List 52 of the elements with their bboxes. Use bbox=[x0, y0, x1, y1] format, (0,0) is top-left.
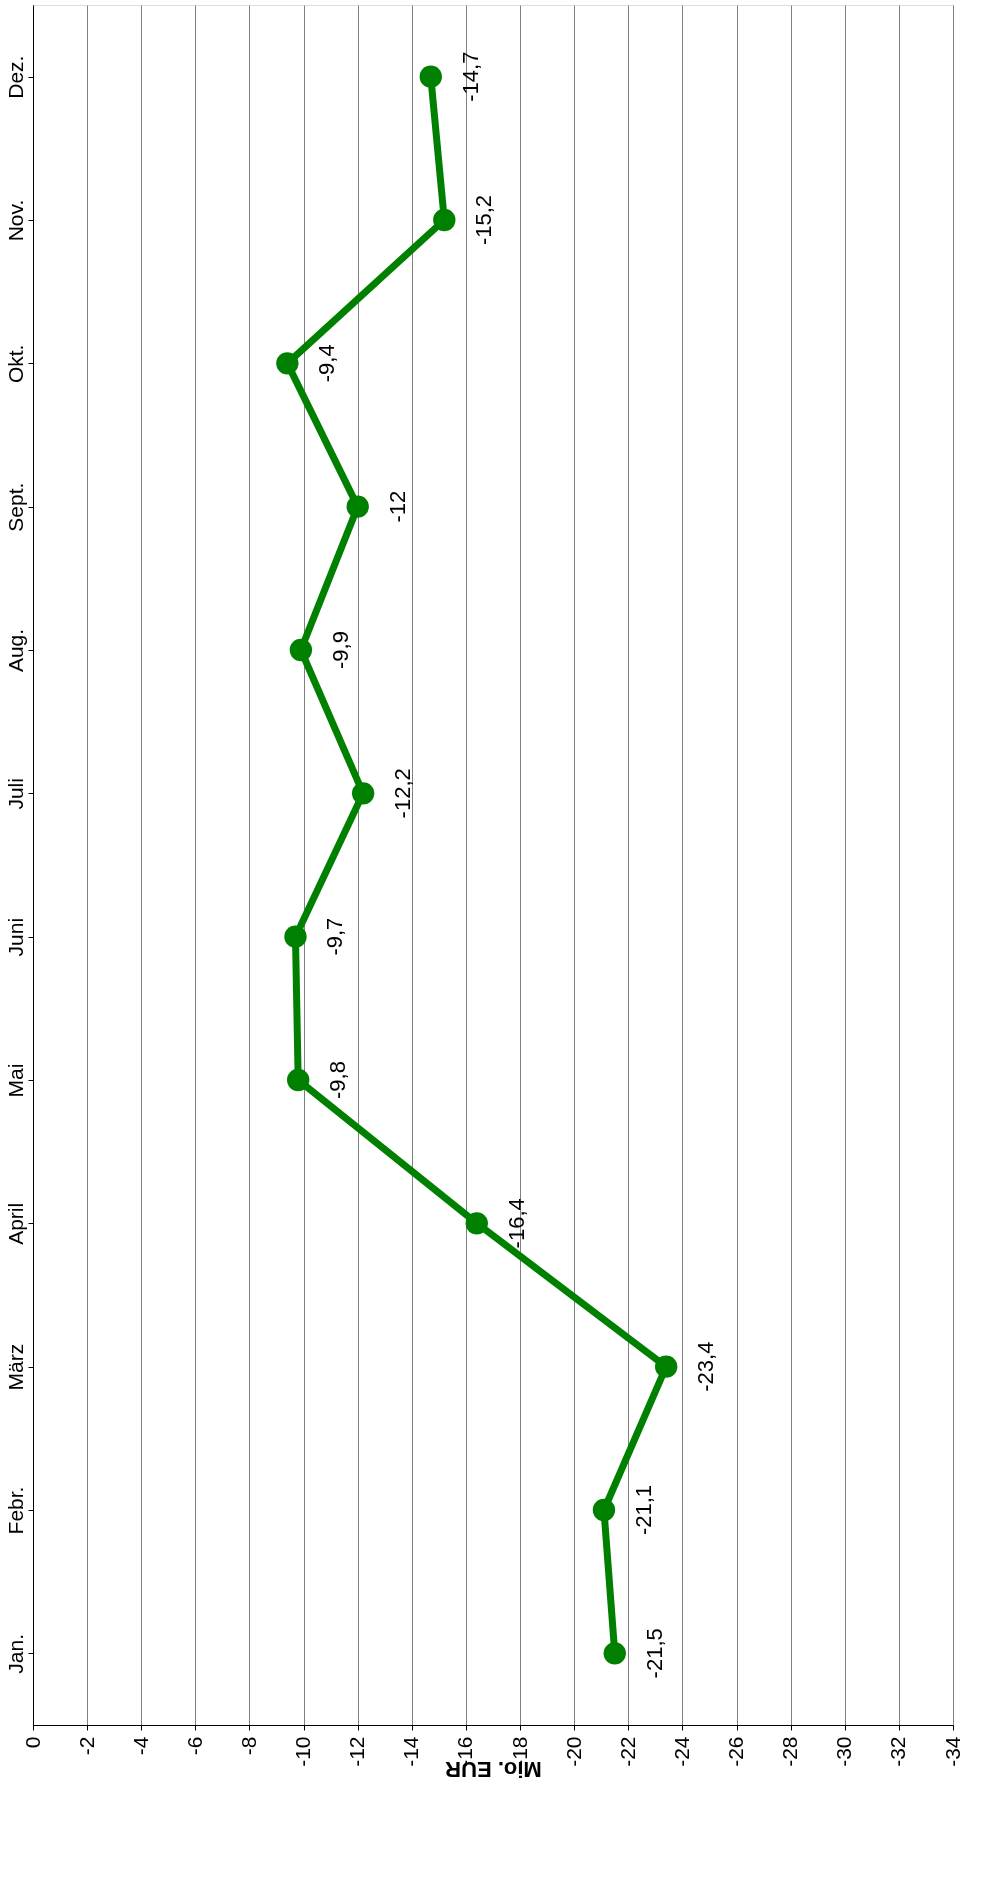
y-tick-label: Juli bbox=[3, 778, 27, 810]
x-tick-label: -32 bbox=[886, 1736, 910, 1767]
data-label: -12 bbox=[384, 490, 410, 523]
x-tick-label: -8 bbox=[236, 1736, 260, 1756]
point bbox=[276, 352, 299, 375]
data-label: -9,8 bbox=[325, 1061, 351, 1099]
point bbox=[284, 925, 307, 948]
data-label: -9,7 bbox=[322, 917, 348, 956]
point bbox=[465, 1212, 488, 1235]
point bbox=[351, 782, 375, 805]
data-label: -16,4 bbox=[503, 1198, 529, 1249]
y-tick-label: Febr. bbox=[3, 1486, 27, 1535]
x-tick-label: -20 bbox=[561, 1736, 585, 1767]
point bbox=[433, 208, 456, 232]
point bbox=[289, 638, 313, 662]
y-tick-label: Aug. bbox=[3, 628, 27, 673]
x-tick-label: -34 bbox=[940, 1736, 964, 1767]
x-tick-label: -10 bbox=[291, 1736, 315, 1767]
data-label: -15,2 bbox=[471, 194, 497, 246]
y-tick-label: Okt. bbox=[3, 344, 27, 384]
x-tick-label: -24 bbox=[669, 1736, 693, 1767]
y-tick-label: Dez. bbox=[3, 55, 27, 99]
y-tick-label: April bbox=[3, 1202, 27, 1245]
y-tick-label: Mai bbox=[3, 1063, 27, 1098]
x-tick-label: -14 bbox=[399, 1736, 423, 1767]
point bbox=[603, 1642, 626, 1665]
x-tick-label: -6 bbox=[182, 1736, 206, 1756]
point bbox=[419, 65, 442, 88]
point bbox=[592, 1498, 616, 1522]
data-label: -14,7 bbox=[457, 51, 483, 102]
x-tick-label: -12 bbox=[345, 1736, 369, 1767]
y-tick-label: Jan. bbox=[3, 1633, 27, 1674]
y-tick-label: Nov. bbox=[3, 199, 27, 242]
data-label: -21,1 bbox=[630, 1484, 656, 1536]
x-tick-label: -2 bbox=[74, 1736, 98, 1756]
x-tick-label: -4 bbox=[128, 1736, 152, 1756]
x-tick-label: 0 bbox=[20, 1736, 44, 1749]
point bbox=[655, 1355, 678, 1378]
data-label: -21,5 bbox=[641, 1628, 667, 1679]
point bbox=[346, 495, 369, 518]
data-label: -9,4 bbox=[314, 344, 340, 383]
x-tick-label: -26 bbox=[724, 1736, 748, 1767]
x-tick-label: -28 bbox=[778, 1736, 802, 1767]
y-tick-label: März bbox=[3, 1343, 27, 1391]
data-label: -9,9 bbox=[327, 631, 353, 669]
data-label: -23,4 bbox=[693, 1341, 719, 1392]
x-tick-label: -30 bbox=[832, 1736, 856, 1767]
point bbox=[287, 1068, 310, 1092]
data-label: -12,2 bbox=[390, 768, 416, 819]
y-tick-label: Sept. bbox=[3, 482, 27, 532]
y-tick-label: Juni bbox=[3, 917, 27, 957]
x-tick-label: -22 bbox=[615, 1736, 639, 1767]
